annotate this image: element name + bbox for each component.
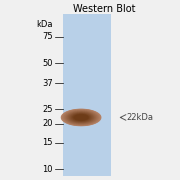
Polygon shape [65, 111, 97, 124]
Text: kDa: kDa [37, 20, 53, 29]
Polygon shape [64, 110, 99, 125]
Bar [63, 14, 111, 176]
Text: 25: 25 [42, 105, 53, 114]
Text: 20: 20 [42, 119, 53, 128]
Polygon shape [71, 113, 91, 122]
Polygon shape [73, 114, 89, 121]
Text: 22kDa: 22kDa [126, 113, 153, 122]
Polygon shape [71, 113, 92, 122]
Polygon shape [69, 112, 93, 122]
Text: 10: 10 [42, 165, 53, 174]
Polygon shape [70, 113, 92, 122]
Polygon shape [62, 109, 100, 126]
Polygon shape [65, 110, 98, 125]
Polygon shape [72, 113, 90, 122]
Polygon shape [74, 114, 88, 121]
Text: 75: 75 [42, 32, 53, 41]
Polygon shape [73, 114, 89, 121]
Polygon shape [67, 111, 95, 124]
Polygon shape [63, 110, 99, 125]
Polygon shape [62, 109, 100, 126]
Text: 15: 15 [42, 138, 53, 147]
Polygon shape [67, 112, 95, 123]
Polygon shape [66, 111, 96, 124]
Polygon shape [64, 110, 98, 125]
Polygon shape [61, 109, 101, 126]
Polygon shape [68, 112, 94, 123]
Polygon shape [69, 112, 93, 123]
Polygon shape [61, 109, 102, 126]
Polygon shape [66, 111, 96, 124]
Text: Western Blot: Western Blot [73, 4, 135, 14]
Text: 50: 50 [42, 59, 53, 68]
Polygon shape [72, 114, 90, 121]
Polygon shape [68, 112, 94, 123]
Text: 37: 37 [42, 79, 53, 88]
